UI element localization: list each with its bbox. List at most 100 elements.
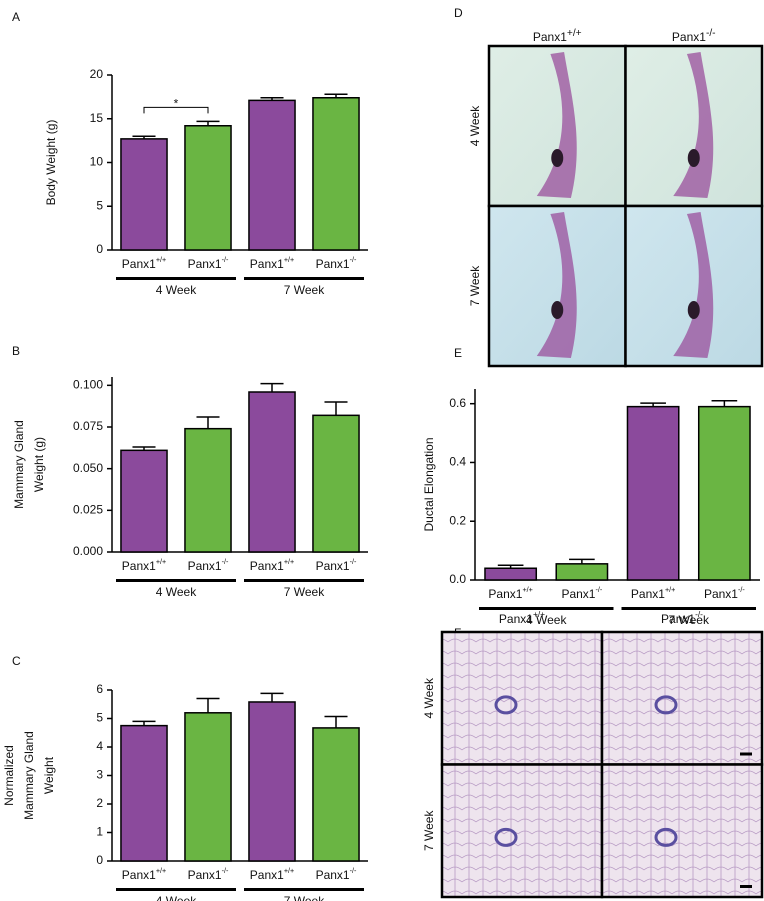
y-tick-label: 6 — [96, 682, 103, 696]
y-tick-label: 0.075 — [73, 419, 103, 433]
lymph-node — [687, 149, 700, 167]
label-main: Panx1 — [250, 559, 284, 573]
label-superscript: -/- — [350, 866, 357, 875]
bar — [248, 701, 296, 862]
bar — [312, 97, 360, 251]
scale-bar — [740, 752, 752, 756]
duct — [654, 827, 678, 847]
bar — [484, 567, 538, 581]
duct — [494, 695, 518, 715]
group-bar — [621, 607, 756, 610]
panel-letter: D — [454, 6, 463, 20]
category-label: Panx1-/- — [672, 28, 716, 44]
gland-tissue — [536, 52, 577, 198]
category-label: Panx1-/- — [188, 866, 229, 882]
y-tick-label: 0.4 — [449, 455, 466, 469]
label-main: Panx1 — [704, 587, 738, 601]
label-main: Panx1 — [188, 868, 222, 882]
category-label: Panx1-/- — [661, 609, 703, 626]
label-main: Panx1 — [631, 587, 665, 601]
row-label: 4 Week — [468, 105, 482, 146]
panel-letter: B — [12, 344, 20, 358]
y-axis-label: Weight (g) — [32, 437, 46, 492]
row-label: 7 Week — [468, 265, 482, 306]
row-label: 4 Week — [422, 677, 436, 718]
y-tick-label: 0.000 — [73, 544, 103, 558]
label-main: Panx1 — [499, 612, 533, 626]
y-tick-label: 0 — [96, 853, 103, 867]
label-superscript: +/+ — [156, 557, 166, 566]
group-label: 4 Week — [156, 585, 197, 599]
label-superscript: +/+ — [567, 28, 582, 39]
category-label: Panx1-/- — [704, 585, 745, 601]
micrograph — [602, 632, 762, 765]
label-superscript: +/+ — [665, 585, 675, 594]
bar — [184, 125, 232, 251]
category-label: Panx1-/- — [316, 557, 357, 573]
group-bar — [244, 888, 364, 891]
image-border — [600, 763, 764, 899]
bar — [120, 449, 168, 553]
y-tick-label: 5 — [96, 198, 103, 212]
group-label: 7 Week — [284, 283, 325, 297]
gland-tissue — [536, 212, 577, 358]
label-superscript: -/- — [695, 609, 703, 619]
category-label: Panx1+/+ — [250, 866, 294, 882]
group-label: 7 Week — [669, 613, 710, 627]
label-superscript: -/- — [222, 866, 229, 875]
label-main: Panx1 — [533, 30, 567, 44]
label-main: Panx1 — [661, 612, 695, 626]
micrograph — [442, 632, 602, 765]
bar — [312, 727, 360, 862]
y-tick-label: 15 — [90, 111, 104, 125]
y-axis-label: Mammary Gland — [22, 731, 36, 820]
category-label: Panx1+/+ — [499, 609, 545, 626]
lymph-node — [687, 301, 700, 319]
label-superscript: -/- — [350, 255, 357, 264]
bar — [555, 563, 609, 581]
label-main: Panx1 — [316, 868, 350, 882]
label-superscript: -/- — [350, 557, 357, 566]
image-border — [624, 204, 764, 368]
category-label: Panx1+/+ — [631, 585, 675, 601]
gland-tissue — [673, 212, 714, 358]
category-label: Panx1+/+ — [250, 557, 294, 573]
label-superscript: +/+ — [284, 866, 294, 875]
y-tick-label: 0 — [96, 242, 103, 256]
group-label: 4 Week — [156, 894, 197, 901]
y-tick-label: 0.2 — [449, 513, 466, 527]
label-main: Panx1 — [316, 257, 350, 271]
significance-bracket — [143, 106, 209, 114]
y-tick-label: 4 — [96, 739, 103, 753]
bar — [184, 427, 232, 553]
label-main: Panx1 — [188, 559, 222, 573]
y-tick-label: 2 — [96, 796, 103, 810]
label-superscript: -/- — [706, 28, 716, 39]
duct — [654, 695, 678, 715]
category-label: Panx1-/- — [316, 255, 357, 271]
label-superscript: +/+ — [156, 255, 166, 264]
y-tick-label: 1 — [96, 825, 103, 839]
bar — [626, 405, 680, 581]
label-main: Panx1 — [188, 257, 222, 271]
y-axis-label: Normalized — [2, 745, 16, 806]
group-label: 7 Week — [284, 585, 325, 599]
bar — [120, 724, 168, 862]
panel-letter: A — [12, 10, 20, 24]
category-label: Panx1+/+ — [488, 585, 532, 601]
y-tick-label: 0.025 — [73, 503, 103, 517]
row-label: 7 Week — [422, 810, 436, 851]
category-label: Panx1+/+ — [122, 866, 166, 882]
bar — [312, 414, 360, 553]
annotation: * — [174, 97, 179, 111]
y-tick-label: 20 — [90, 67, 104, 81]
y-axis-label: Body Weight (g) — [44, 120, 58, 206]
category-label: Panx1+/+ — [122, 557, 166, 573]
y-tick-label: 5 — [96, 711, 103, 725]
label-main: Panx1 — [122, 257, 156, 271]
label-main: Panx1 — [250, 868, 284, 882]
panel-letter: E — [454, 346, 462, 360]
label-main: Panx1 — [122, 559, 156, 573]
label-main: Panx1 — [672, 30, 706, 44]
y-tick-label: 10 — [90, 155, 104, 169]
